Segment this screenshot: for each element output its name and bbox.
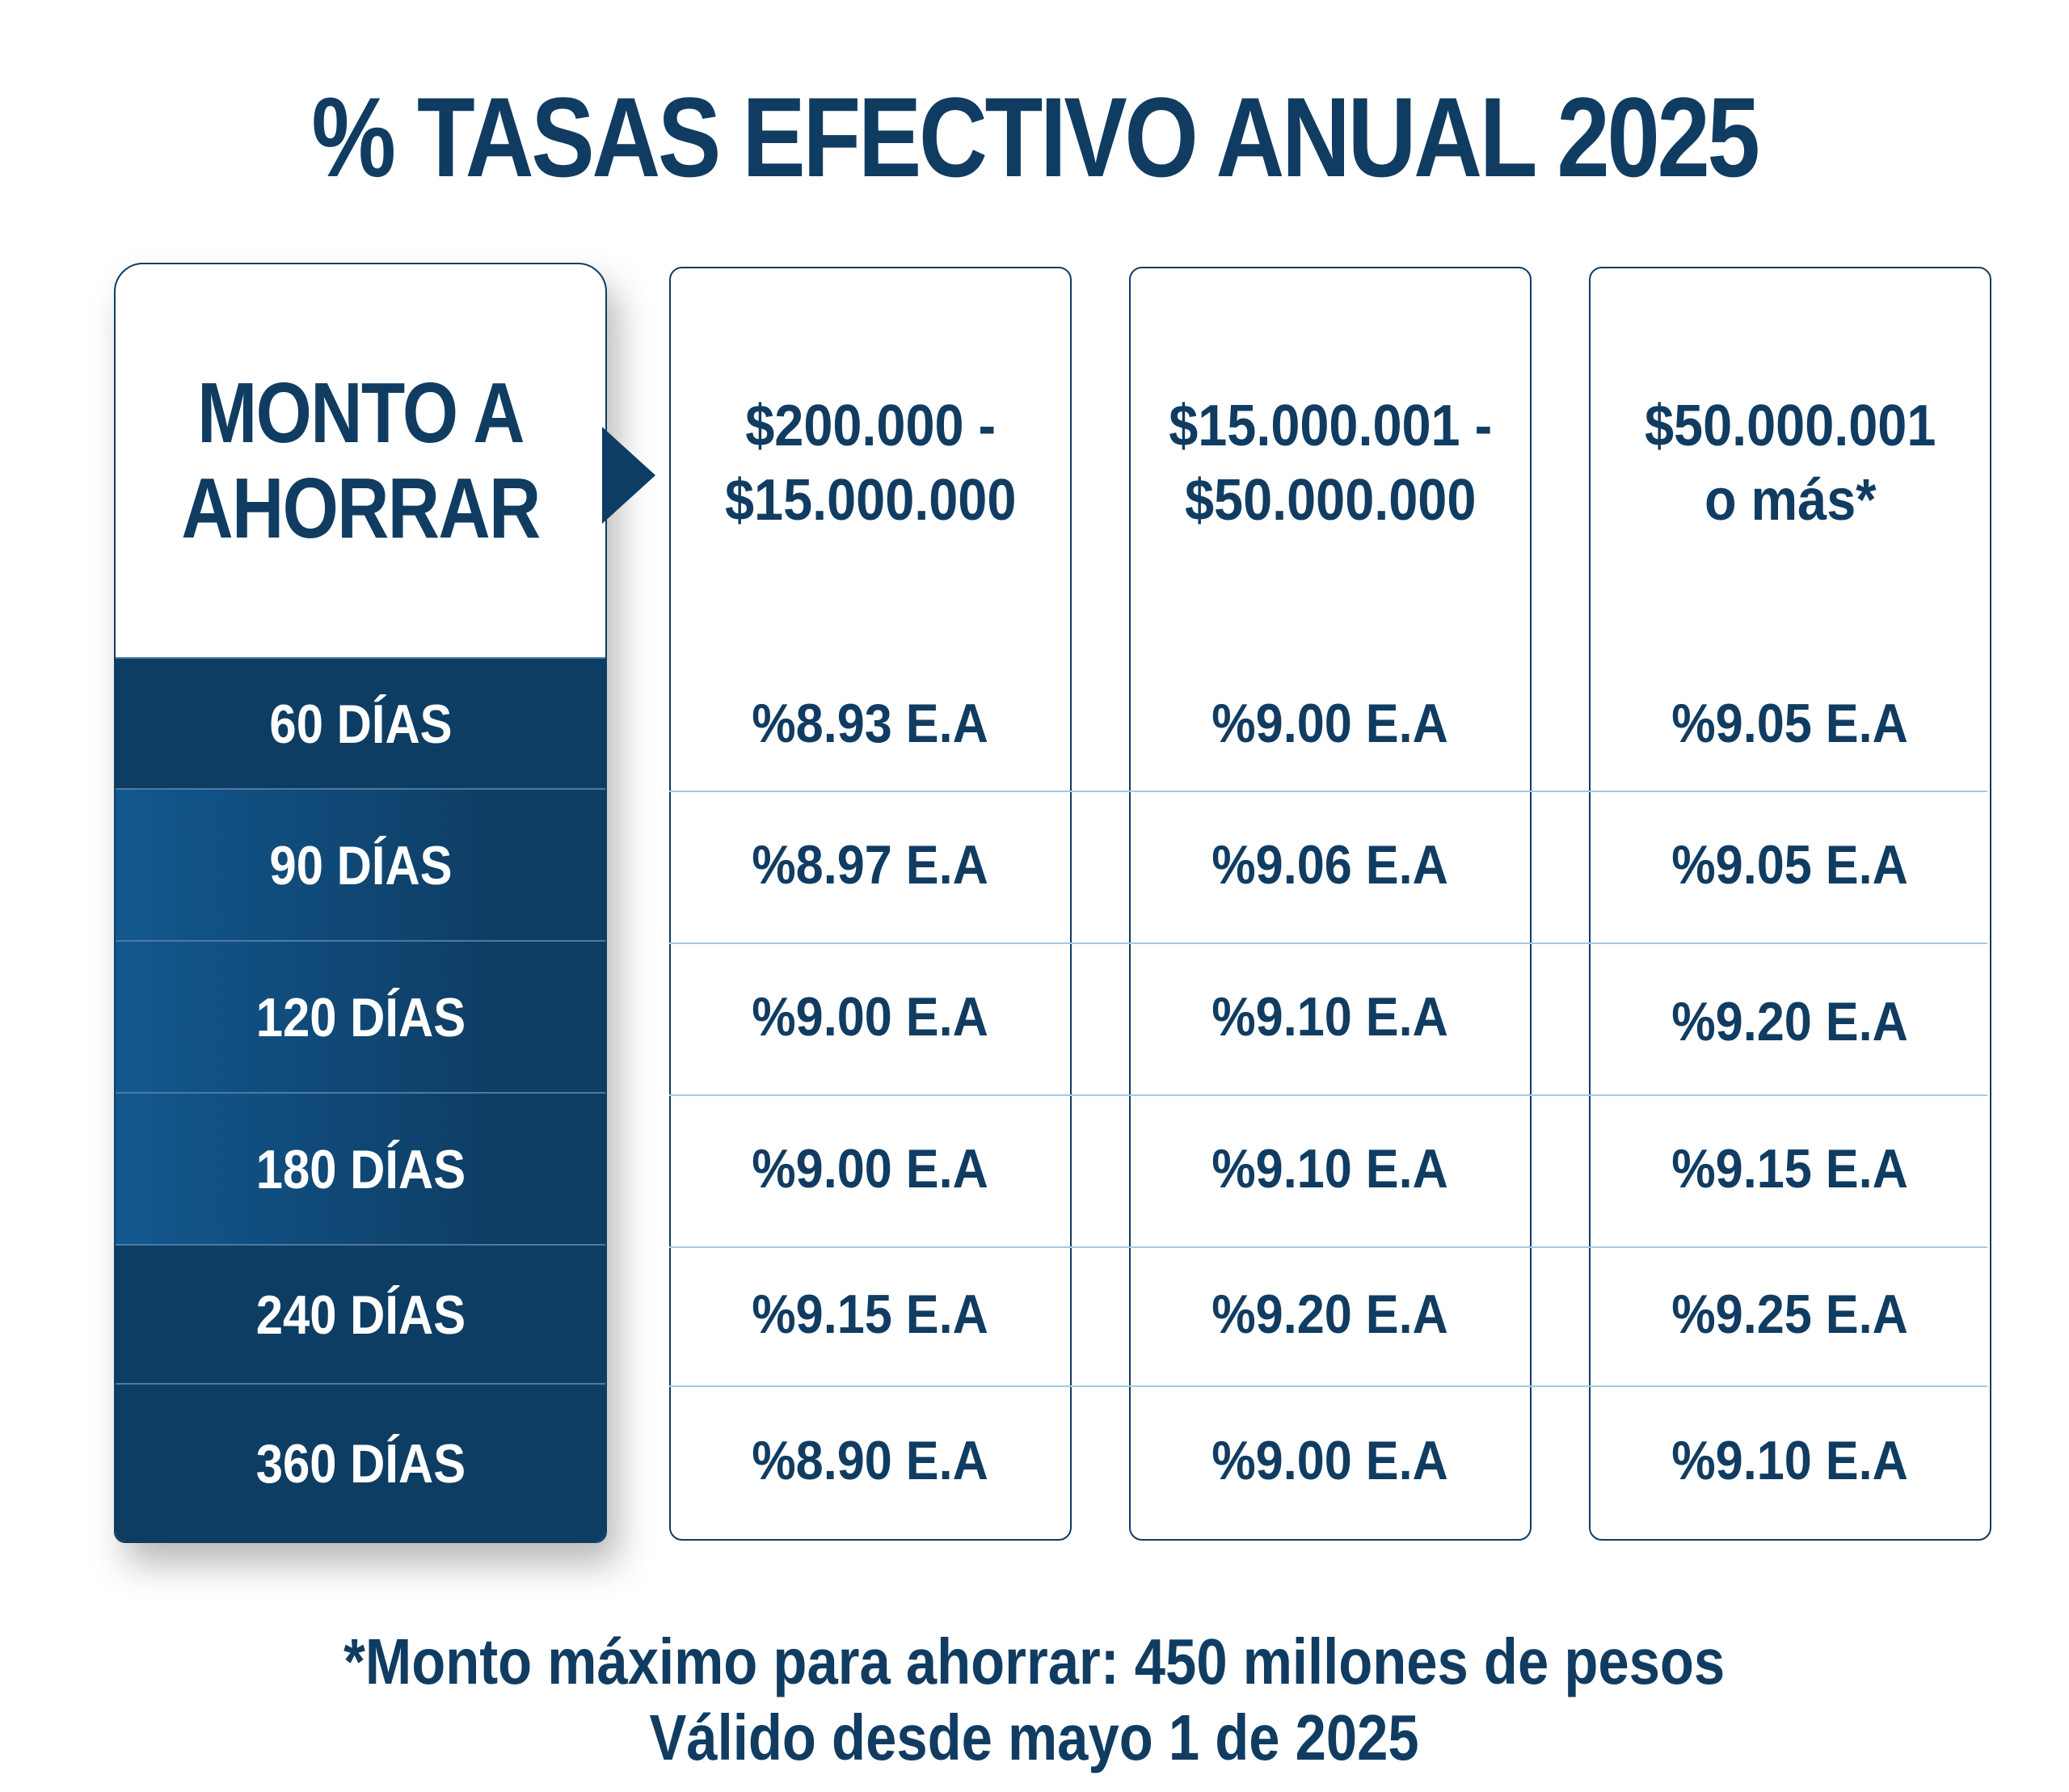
row-header: MONTO A AHORRAR — [116, 264, 605, 657]
row-header-line2: AHORRAR — [181, 461, 541, 556]
column-header-line2: $50.000.000 — [1184, 468, 1477, 533]
rate-cell: %8.97 E.A — [752, 834, 989, 896]
row-divider — [669, 1246, 1987, 1248]
page-title: % TASAS EFECTIVO ANUAL 2025 — [311, 74, 1759, 200]
rate-column-3: $50.000.001 o más* %9.05 E.A %9.05 E.A %… — [1589, 267, 1991, 1541]
term-row-180: 180 DÍAS — [116, 1092, 605, 1246]
rate-cell: %9.20 E.A — [1671, 991, 1909, 1052]
rate-cell: %9.15 E.A — [752, 1284, 989, 1345]
rate-cell: %9.06 E.A — [1211, 834, 1449, 896]
column-header: $15.000.001 - $50.000.000 — [1131, 268, 1530, 658]
rate-cell: %8.90 E.A — [752, 1430, 989, 1491]
term-row-90: 90 DÍAS — [116, 788, 605, 942]
row-divider — [669, 942, 1987, 944]
column-header-line2: o más* — [1704, 468, 1877, 533]
column-header-line2: $15.000.000 — [724, 468, 1017, 533]
column-header: $50.000.001 o más* — [1591, 268, 1990, 658]
term-label: 120 DÍAS — [255, 987, 466, 1048]
rate-cell: %9.10 E.A — [1211, 1138, 1449, 1200]
row-divider — [669, 1385, 1987, 1387]
footer-validity: Válido desde mayo 1 de 2025 — [649, 1701, 1420, 1773]
rate-cell: %8.93 E.A — [752, 693, 989, 754]
term-row-60: 60 DÍAS — [116, 657, 605, 790]
footer-note: *Monto máximo para ahorrar: 450 millones… — [343, 1625, 1726, 1697]
term-column: MONTO A AHORRAR 60 DÍAS 90 DÍAS 120 DÍAS… — [114, 263, 607, 1543]
term-row-360: 360 DÍAS — [116, 1383, 605, 1541]
row-header-line1: MONTO A — [197, 365, 525, 461]
term-row-240: 240 DÍAS — [116, 1244, 605, 1385]
term-label: 90 DÍAS — [268, 835, 453, 896]
rate-cell: %9.10 E.A — [1211, 986, 1449, 1048]
term-label: 180 DÍAS — [255, 1139, 466, 1200]
rate-cell: %9.05 E.A — [1671, 834, 1909, 896]
rate-cell: %9.15 E.A — [1671, 1138, 1909, 1200]
arrow-right-icon — [602, 427, 655, 524]
rate-cell: %9.05 E.A — [1671, 693, 1909, 754]
term-row-120: 120 DÍAS — [116, 940, 605, 1094]
rate-cell: %9.20 E.A — [1211, 1284, 1449, 1345]
column-header-line1: $50.000.001 — [1644, 394, 1936, 458]
term-label: 240 DÍAS — [255, 1284, 466, 1346]
rate-cell: %9.00 E.A — [752, 986, 989, 1048]
row-divider — [669, 791, 1987, 792]
rate-cell: %9.00 E.A — [1211, 1430, 1449, 1491]
rate-cell: %9.00 E.A — [1211, 693, 1449, 754]
term-label: 60 DÍAS — [268, 694, 453, 755]
rate-cell: %9.25 E.A — [1671, 1284, 1909, 1345]
rate-cell: %9.10 E.A — [1671, 1430, 1909, 1491]
column-header-line1: $15.000.001 - — [1169, 394, 1492, 458]
term-label: 360 DÍAS — [255, 1433, 466, 1495]
rate-column-2: $15.000.001 - $50.000.000 %9.00 E.A %9.0… — [1129, 267, 1532, 1541]
column-header: $200.000 - $15.000.000 — [671, 268, 1070, 658]
row-divider — [669, 1094, 1987, 1096]
column-header-line1: $200.000 - — [745, 394, 996, 458]
rate-cell: %9.00 E.A — [752, 1138, 989, 1200]
rate-column-1: $200.000 - $15.000.000 %8.93 E.A %8.97 E… — [669, 267, 1072, 1541]
